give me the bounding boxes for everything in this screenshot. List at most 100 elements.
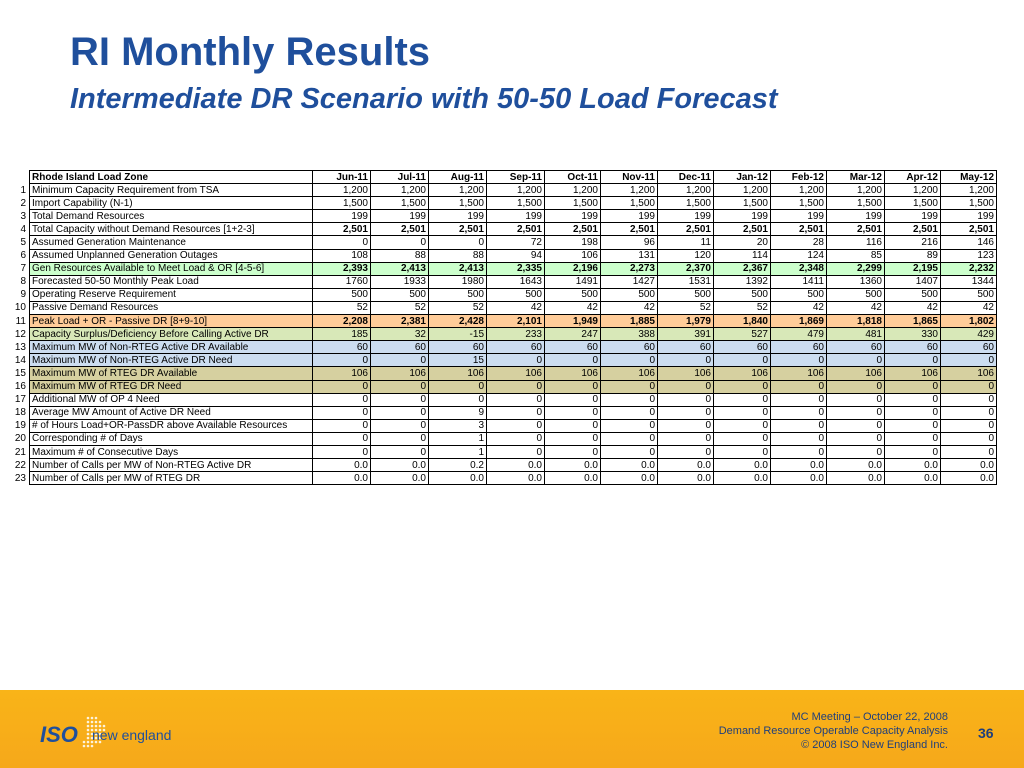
- table-cell: 1407: [884, 274, 941, 289]
- table-cell: 52: [370, 300, 429, 316]
- table-cell: 2,501: [544, 222, 601, 237]
- table-cell: 28: [770, 235, 827, 250]
- table-cell: 199: [312, 209, 371, 224]
- table-cell: 1,500: [826, 196, 885, 211]
- table-cell: 124: [770, 248, 827, 263]
- table-cell: 2,413: [370, 261, 429, 276]
- table-cell: 116: [826, 235, 885, 250]
- table-cell: 0.0: [826, 458, 885, 473]
- month-header: Apr-12: [884, 169, 941, 185]
- table-cell: 0: [826, 444, 885, 460]
- table-cell: 0.0: [312, 458, 371, 473]
- table-cell: 42: [884, 300, 941, 316]
- row-label: # of Hours Load+OR-PassDR above Availabl…: [29, 418, 313, 433]
- table-cell: 1360: [826, 274, 885, 289]
- table-cell: 1,500: [428, 196, 487, 211]
- table-cell: 0: [600, 379, 658, 394]
- table-cell: 1,869: [770, 314, 827, 329]
- month-header: May-12: [940, 169, 997, 185]
- table-row: 5 Assumed Generation Maintenance 0 0 0 72 198 9…: [12, 235, 997, 250]
- row-number: 4: [20, 223, 26, 235]
- table-cell: 106: [544, 366, 601, 381]
- table-cell: 60: [428, 340, 487, 355]
- table-cell: 1,840: [713, 314, 771, 329]
- table-cell: 1,500: [940, 196, 997, 211]
- row-number: 17: [14, 394, 26, 406]
- table-row: 18 Average MW Amount of Active DR Need 0 0 9…: [12, 405, 997, 420]
- table-cell: 114: [713, 248, 771, 263]
- table-cell: 199: [657, 209, 714, 224]
- month-header: Sep-11: [486, 169, 545, 185]
- table-cell: 94: [486, 248, 545, 263]
- table-row: 4 Total Capacity without Demand Resources…: [12, 222, 997, 237]
- table-cell: 106: [600, 366, 658, 381]
- table-cell: 198: [544, 235, 601, 250]
- row-number: 16: [14, 381, 26, 393]
- table-cell: 0: [312, 405, 371, 420]
- footer-meeting: MC Meeting – October 22, 2008: [791, 711, 948, 723]
- table-cell: 0: [884, 379, 941, 394]
- table-cell: 0: [657, 405, 714, 420]
- row-number: 3: [20, 210, 26, 222]
- table-cell: 2,501: [884, 222, 941, 237]
- table-cell: 199: [884, 209, 941, 224]
- table-cell: 106: [544, 248, 601, 263]
- table-cell: 2,428: [428, 314, 487, 329]
- row-number-header: [12, 171, 30, 184]
- table-cell: 1980: [428, 274, 487, 289]
- table-cell: 2,501: [657, 222, 714, 237]
- table-cell: 500: [370, 287, 429, 302]
- table-cell: 0: [544, 444, 601, 460]
- table-cell: 0.0: [713, 458, 771, 473]
- table-cell: 1411: [770, 274, 827, 289]
- table-cell: 2,381: [370, 314, 429, 329]
- table-cell: 0: [713, 353, 771, 368]
- table-cell: 500: [713, 287, 771, 302]
- table-cell: 1491: [544, 274, 601, 289]
- new-england-map-icon: [82, 716, 106, 748]
- table-cell: 0.0: [428, 471, 487, 486]
- table-cell: 0: [713, 444, 771, 460]
- table-cell: 60: [600, 340, 658, 355]
- table-cell: 500: [826, 287, 885, 302]
- table-cell: 0: [600, 431, 658, 446]
- table-cell: 0: [940, 379, 997, 394]
- table-row: 22 Number of Calls per MW of Non-RTEG Act…: [12, 458, 997, 473]
- table-cell: 0: [370, 353, 429, 368]
- table-cell: 106: [657, 366, 714, 381]
- table-row: 1 Minimum Capacity Requirement from TSA 1,…: [12, 183, 997, 198]
- table-cell: 2,367: [713, 261, 771, 276]
- table-cell: 429: [940, 327, 997, 342]
- table-cell: 2,501: [312, 222, 371, 237]
- table-cell: 0.0: [940, 458, 997, 473]
- table-cell: 0.0: [884, 458, 941, 473]
- table-cell: 52: [428, 300, 487, 316]
- table-cell: 0: [940, 431, 997, 446]
- table-cell: 106: [884, 366, 941, 381]
- table-row: 3 Total Demand Resources 199 199 199 199 199 19…: [12, 209, 997, 224]
- table-cell: 0: [713, 405, 771, 420]
- table-cell: 3: [428, 418, 487, 433]
- table-cell: 2,208: [312, 314, 371, 329]
- footer-copyright: © 2008 ISO New England Inc.: [801, 739, 948, 751]
- table-cell: 500: [884, 287, 941, 302]
- table-cell: 42: [826, 300, 885, 316]
- slide-subtitle: Intermediate DR Scenario with 50-50 Load…: [70, 83, 778, 115]
- month-header: Nov-11: [600, 169, 658, 185]
- table-cell: 0: [428, 379, 487, 394]
- table-cell: 0: [544, 431, 601, 446]
- table-cell: 0: [370, 235, 429, 250]
- table-cell: 1,200: [713, 183, 771, 198]
- table-cell: 2,501: [428, 222, 487, 237]
- table-row: 20 Corresponding # of Days 0 0 1 0 0 0 0 0 0 0 0 0: [12, 431, 997, 446]
- table-cell: 0: [770, 431, 827, 446]
- table-cell: 1,500: [486, 196, 545, 211]
- table-cell: 0: [884, 418, 941, 433]
- table-cell: 1933: [370, 274, 429, 289]
- table-cell: 1,200: [884, 183, 941, 198]
- table-cell: 391: [657, 327, 714, 342]
- table-cell: 0: [312, 444, 371, 460]
- table-cell: 0: [826, 379, 885, 394]
- table-cell: 2,393: [312, 261, 371, 276]
- table-cell: 233: [486, 327, 545, 342]
